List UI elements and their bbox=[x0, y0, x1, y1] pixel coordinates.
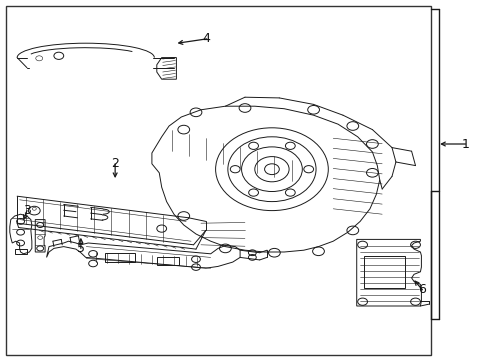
Text: 5: 5 bbox=[77, 242, 85, 255]
Text: 1: 1 bbox=[462, 138, 469, 150]
Bar bbox=[364, 256, 405, 288]
Bar bbox=[105, 253, 135, 262]
Text: 3: 3 bbox=[23, 204, 31, 217]
Bar bbox=[157, 257, 179, 265]
Text: 4: 4 bbox=[203, 32, 211, 45]
Text: 2: 2 bbox=[111, 157, 119, 170]
Text: 6: 6 bbox=[418, 283, 426, 296]
Bar bbox=[15, 249, 27, 254]
Bar bbox=[6, 6, 431, 355]
